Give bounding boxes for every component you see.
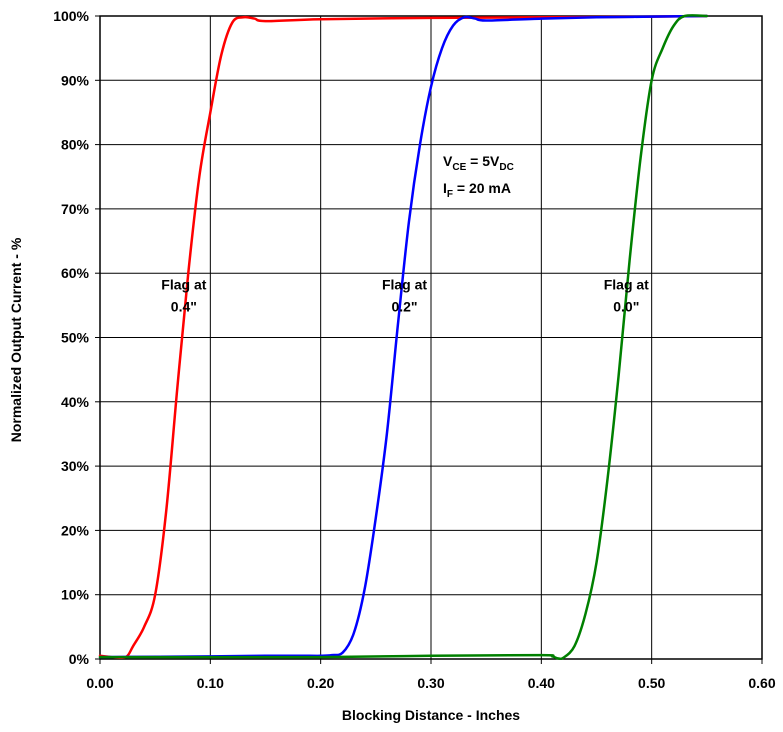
grid xyxy=(100,16,762,659)
x-axis-title: Blocking Distance - Inches xyxy=(342,707,520,723)
y-tick-label: 50% xyxy=(61,330,90,346)
series-labels: Flag at 0.4" Flag at 0.2" Flag at 0.0" xyxy=(161,276,649,314)
series-label-2: Flag at xyxy=(382,276,427,292)
series-label-3: 0.0" xyxy=(613,298,639,314)
series-label-1: 0.4" xyxy=(171,298,197,314)
x-tick-label: 0.10 xyxy=(197,675,224,691)
y-tick-label: 60% xyxy=(61,265,90,281)
series-line-1 xyxy=(98,14,709,660)
y-tick-label: 100% xyxy=(53,8,89,24)
x-tick-label: 0.00 xyxy=(86,675,113,691)
y-tick-label: 30% xyxy=(61,458,90,474)
x-tick-label: 0.30 xyxy=(417,675,444,691)
test-conditions-annotation: VCE = 5VDC IF = 20 mA xyxy=(443,153,514,200)
if-condition: IF = 20 mA xyxy=(443,180,511,200)
x-tick-label: 0.50 xyxy=(638,675,665,691)
y-tick-label: 0% xyxy=(69,651,90,667)
series-line-3 xyxy=(98,14,709,661)
series-label-3: Flag at xyxy=(604,276,649,292)
y-axis: 0% 10% 20% 30% 40% 50% 60% 70% 80% 90% 100% xyxy=(53,8,100,667)
series-label-1: Flag at xyxy=(161,276,206,292)
series-label-2: 0.2" xyxy=(391,298,417,314)
series-line-2 xyxy=(98,14,709,659)
y-tick-label: 90% xyxy=(61,72,90,88)
x-tick-label: 0.60 xyxy=(748,675,775,691)
x-axis: 0.00 0.10 0.20 0.30 0.40 0.50 0.60 xyxy=(86,659,776,691)
y-axis-title: Normalized Output Current - % xyxy=(8,237,24,442)
y-tick-label: 40% xyxy=(61,394,90,410)
x-tick-label: 0.20 xyxy=(307,675,334,691)
series-group xyxy=(98,14,709,661)
y-tick-label: 70% xyxy=(61,201,90,217)
y-tick-label: 80% xyxy=(61,137,90,153)
y-tick-label: 10% xyxy=(61,587,90,603)
vce-condition: VCE = 5VDC xyxy=(443,153,514,173)
x-tick-label: 0.40 xyxy=(528,675,555,691)
y-tick-label: 20% xyxy=(61,522,90,538)
